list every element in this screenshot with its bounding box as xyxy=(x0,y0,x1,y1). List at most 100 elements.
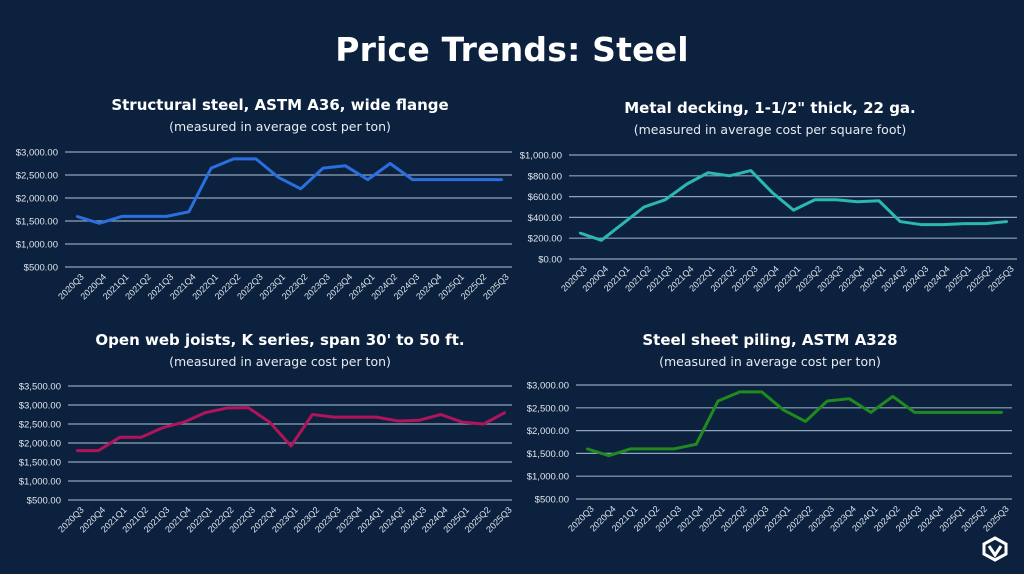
data-point xyxy=(187,210,191,213)
data-point xyxy=(941,223,945,226)
data-point xyxy=(629,447,632,451)
y-tick-label: $3,000.00 xyxy=(16,148,58,159)
data-point xyxy=(642,205,646,209)
chart-2-title: Metal decking, 1-1/2" thick, 22 ga. xyxy=(624,99,916,117)
data-point xyxy=(1000,411,1004,414)
data-point xyxy=(826,399,829,403)
y-tick-label: $500.00 xyxy=(24,263,58,274)
data-point xyxy=(607,454,611,457)
data-point xyxy=(760,390,763,394)
data-point xyxy=(664,198,667,201)
y-tick-label: $200.00 xyxy=(528,234,562,245)
data-point xyxy=(456,178,459,181)
data-point xyxy=(963,222,966,225)
chart-1-subtitle: (measured in average cost per ton) xyxy=(169,119,391,134)
data-point xyxy=(877,199,881,202)
data-point xyxy=(289,444,293,448)
data-point xyxy=(311,413,314,416)
y-tick-label: $500.00 xyxy=(27,496,61,507)
chart-2-subtitle: (measured in average cost per square foo… xyxy=(633,122,907,137)
y-tick-label: $2,000.00 xyxy=(16,194,58,205)
data-point xyxy=(957,411,960,414)
chart-2: $1,000.00 $800.00 $600.00 $400.00 $200.00 $0.… xyxy=(520,151,1017,294)
data-point xyxy=(835,198,838,201)
y-tick-label: $1,000.00 xyxy=(527,472,569,483)
data-point xyxy=(503,411,507,414)
data-point xyxy=(1005,220,1009,223)
data-point xyxy=(396,419,400,423)
y-tick-label: $2,500.00 xyxy=(19,420,61,431)
chart-4-title: Steel sheet piling, ASTM A328 xyxy=(642,331,898,349)
data-point xyxy=(344,164,347,167)
y-tick-label: $3,500.00 xyxy=(19,382,61,393)
data-point xyxy=(182,420,186,424)
chart-4-subtitle: (measured in average cost per ton) xyxy=(659,354,881,369)
data-point xyxy=(268,420,271,424)
data-point xyxy=(749,169,752,172)
data-point xyxy=(920,223,923,226)
data-point xyxy=(461,420,464,424)
data-point xyxy=(161,426,164,429)
y-tick-label: $3,000.00 xyxy=(19,401,61,412)
data-point xyxy=(585,447,589,451)
data-point xyxy=(418,419,421,422)
data-point xyxy=(75,449,79,452)
data-point xyxy=(433,178,437,181)
data-point xyxy=(899,220,902,223)
data-point xyxy=(728,174,731,177)
data-point xyxy=(782,408,785,412)
data-point xyxy=(142,215,146,218)
y-tick-label: $2,000.00 xyxy=(527,426,569,437)
data-point xyxy=(388,162,392,165)
data-point xyxy=(695,443,698,446)
data-point xyxy=(984,222,987,225)
data-point xyxy=(439,413,442,416)
data-point xyxy=(738,390,742,394)
data-point xyxy=(500,178,504,181)
data-point xyxy=(332,415,335,419)
data-point xyxy=(482,422,485,426)
data-point xyxy=(75,215,79,218)
y-tick-label: $1,500.00 xyxy=(527,449,569,460)
data-point xyxy=(120,215,123,218)
series-line xyxy=(586,390,1002,458)
y-tick-label: $400.00 xyxy=(528,213,562,224)
data-point xyxy=(706,171,710,174)
data-point xyxy=(891,395,894,398)
data-point xyxy=(856,200,859,203)
data-point xyxy=(299,187,302,190)
data-point xyxy=(813,198,817,201)
data-point xyxy=(913,411,916,414)
y-tick-label: $3,000.00 xyxy=(527,381,569,392)
y-tick-label: $1,000.00 xyxy=(16,240,58,251)
chart-3-title: Open web joists, K series, span 30' to 5… xyxy=(95,331,465,349)
data-point xyxy=(869,411,873,414)
data-point xyxy=(118,436,122,439)
data-point xyxy=(411,178,414,181)
chart-1-title: Structural steel, ASTM A36, wide flange xyxy=(111,96,449,114)
y-tick-label: $1,000.00 xyxy=(520,151,562,162)
data-point xyxy=(225,406,228,410)
data-point xyxy=(97,449,100,452)
data-point xyxy=(685,182,688,186)
data-point xyxy=(478,178,481,181)
series-line xyxy=(579,169,1008,242)
data-point xyxy=(98,222,101,225)
data-point xyxy=(277,176,280,179)
data-point xyxy=(792,208,795,212)
y-tick-label: $0.00 xyxy=(538,255,562,266)
brand-logo-icon xyxy=(982,536,1008,562)
y-tick-label: $2,000.00 xyxy=(19,439,61,450)
data-point xyxy=(321,166,325,170)
data-point xyxy=(375,415,378,419)
data-point xyxy=(716,399,720,403)
data-point xyxy=(847,397,851,400)
data-point xyxy=(366,178,369,181)
data-point xyxy=(232,157,235,161)
data-point xyxy=(247,406,250,409)
chart-3: $3,500.00 $3,000.00 $2,500.00 $2,000.00 $1,5… xyxy=(19,382,514,535)
y-tick-label: $1,500.00 xyxy=(16,217,58,228)
chart-1: $3,000.00 $2,500.00 $2,000.00 $1,500.00 $1,0… xyxy=(16,148,512,302)
data-point xyxy=(354,415,357,419)
